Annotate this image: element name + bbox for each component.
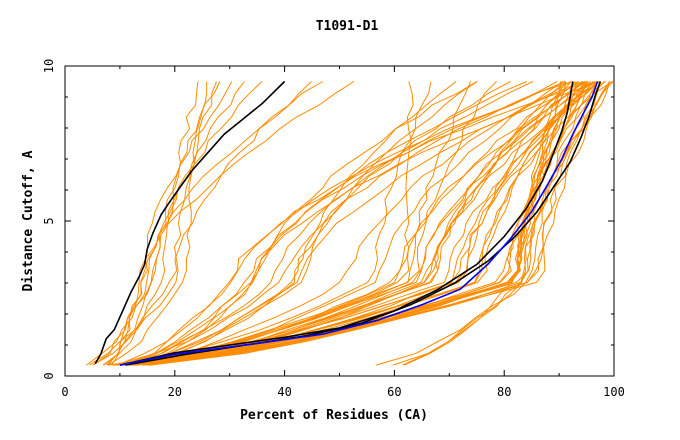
model-curve-6 xyxy=(102,81,199,366)
x-axis-label: Percent of Residues (CA) xyxy=(240,408,428,423)
model-curve-46 xyxy=(134,81,587,366)
model-curve-8 xyxy=(92,81,263,366)
model-curve-23 xyxy=(132,81,572,366)
y-tick-label: 0 xyxy=(42,372,56,379)
x-tick-label: 60 xyxy=(387,385,401,399)
plot-lines xyxy=(86,80,614,366)
model-curve-45 xyxy=(119,81,589,366)
x-tick-label: 40 xyxy=(277,385,291,399)
model-curve-22 xyxy=(136,81,564,366)
model-curve-28 xyxy=(142,81,567,366)
model-curve-49 xyxy=(137,81,585,366)
model-curve-9 xyxy=(106,81,221,366)
model-curve-1 xyxy=(108,81,208,366)
y-tick-label: 5 xyxy=(42,217,56,224)
model-curve-63 xyxy=(404,81,596,366)
x-tick-label: 20 xyxy=(168,385,182,399)
model-curve-51 xyxy=(115,81,596,366)
model-curve-59 xyxy=(120,81,572,366)
y-axis-label: Distance Cutoff, A xyxy=(21,150,36,291)
model-curve-14 xyxy=(114,81,414,366)
model-curve-62 xyxy=(376,81,605,366)
model-curve-3 xyxy=(92,81,217,366)
model-curve-53 xyxy=(142,81,567,366)
model-curve-16 xyxy=(117,81,587,366)
x-tick-label: 80 xyxy=(497,385,511,399)
highlight-series-1 xyxy=(119,81,574,366)
highlight-series-3 xyxy=(119,81,599,366)
x-tick-label: 100 xyxy=(603,385,625,399)
model-curve-18 xyxy=(121,81,573,366)
x-axis: 0 20 40 60 80 100 xyxy=(61,66,625,399)
model-curve-7 xyxy=(111,81,233,366)
highlight-series-0 xyxy=(94,80,286,365)
y-tick-label: 10 xyxy=(42,59,56,73)
model-curve-61 xyxy=(392,81,610,366)
model-curve-13 xyxy=(135,81,583,366)
model-curve-35 xyxy=(129,81,588,366)
model-curve-27 xyxy=(139,81,478,366)
model-curve-17 xyxy=(108,81,497,366)
model-curve-48 xyxy=(119,81,613,366)
model-curve-30 xyxy=(143,81,577,366)
model-curve-19 xyxy=(120,81,534,366)
model-curve-21 xyxy=(130,81,528,366)
x-tick-label: 0 xyxy=(61,385,68,399)
model-curve-24 xyxy=(133,81,512,366)
model-curve-25 xyxy=(119,81,432,366)
y-axis: 0 5 10 xyxy=(42,59,614,380)
model-curve-58 xyxy=(134,81,586,366)
model-curve-60 xyxy=(402,81,614,366)
model-curve-26 xyxy=(125,81,566,366)
model-curve-36 xyxy=(124,81,610,366)
chart-title: T1091-D1 xyxy=(316,19,379,34)
